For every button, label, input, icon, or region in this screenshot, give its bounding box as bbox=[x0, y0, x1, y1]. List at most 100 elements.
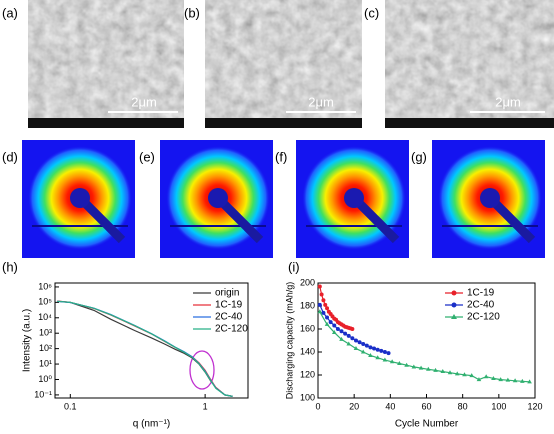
y-axis-label: Discharging capacity (mAh/g) bbox=[284, 282, 294, 400]
marker bbox=[339, 336, 344, 341]
series-line bbox=[57, 300, 233, 397]
marker bbox=[382, 350, 387, 354]
x-tick-label: 60 bbox=[421, 401, 431, 411]
marker bbox=[324, 321, 330, 326]
x-tick-label: 20 bbox=[349, 401, 359, 411]
x-tick-label: 1 bbox=[203, 401, 208, 411]
marker bbox=[360, 349, 366, 354]
saxs-pattern bbox=[22, 140, 135, 258]
marker bbox=[353, 338, 358, 343]
saxs-pattern bbox=[432, 140, 545, 258]
sem-image bbox=[28, 0, 184, 128]
marker bbox=[375, 355, 380, 360]
marker bbox=[375, 347, 380, 352]
marker bbox=[372, 346, 377, 351]
legend-label: 2C-120 bbox=[467, 312, 500, 323]
y-tick-label: 100 bbox=[300, 392, 315, 402]
y-tick-label: 10¹ bbox=[39, 358, 52, 368]
panel-label: (e) bbox=[139, 149, 155, 164]
legend-label: 2C-120 bbox=[215, 324, 248, 335]
x-tick-label: 0 bbox=[315, 401, 320, 411]
marker bbox=[321, 310, 326, 315]
legend-label: 1C-19 bbox=[215, 300, 243, 311]
marker bbox=[350, 336, 355, 341]
marker bbox=[335, 327, 340, 331]
marker bbox=[379, 348, 384, 353]
marker bbox=[346, 333, 351, 338]
panel-label: (g) bbox=[411, 149, 427, 164]
marker bbox=[368, 345, 373, 350]
y-tick-label: 200 bbox=[300, 277, 315, 287]
marker bbox=[454, 371, 460, 376]
marker bbox=[319, 292, 324, 297]
legend-marker bbox=[451, 314, 457, 319]
marker bbox=[462, 372, 467, 377]
marker bbox=[527, 379, 532, 384]
scale-bar-label: 2μm bbox=[131, 94, 157, 109]
marker bbox=[389, 359, 395, 364]
marker bbox=[426, 366, 431, 371]
y-tick-label: 140 bbox=[300, 346, 315, 356]
marker bbox=[317, 309, 323, 314]
marker bbox=[346, 341, 352, 346]
marker bbox=[397, 361, 402, 365]
marker bbox=[339, 329, 344, 334]
x-axis-label: q (nm⁻¹) bbox=[133, 419, 171, 430]
panel-label: (c) bbox=[364, 5, 379, 20]
panel-label: (i) bbox=[288, 259, 300, 274]
annotation-ellipse bbox=[189, 350, 215, 390]
plot-frame bbox=[54, 282, 249, 399]
series-line bbox=[57, 300, 233, 397]
marker bbox=[476, 377, 482, 382]
marker bbox=[325, 315, 330, 320]
scale-bar-label: 2μm bbox=[308, 94, 334, 109]
y-tick-label: 10⁰ bbox=[38, 374, 52, 384]
y-tick-label: 10² bbox=[39, 343, 52, 353]
marker bbox=[328, 320, 333, 325]
y-tick-label: 10⁶ bbox=[38, 281, 52, 291]
marker bbox=[325, 306, 330, 311]
x-tick-label: 40 bbox=[385, 401, 395, 411]
y-tick-label: 180 bbox=[300, 300, 315, 310]
sem-image bbox=[385, 0, 554, 128]
marker bbox=[447, 370, 453, 375]
legend-label: origin bbox=[215, 288, 239, 299]
x-tick-label: 0.1 bbox=[64, 401, 77, 411]
marker bbox=[364, 343, 369, 348]
marker bbox=[331, 329, 337, 334]
sem-image bbox=[205, 0, 362, 128]
saxs-pattern bbox=[296, 140, 409, 258]
legend-marker bbox=[451, 290, 457, 296]
marker bbox=[386, 351, 391, 356]
marker bbox=[418, 365, 424, 370]
x-tick-label: 100 bbox=[491, 401, 506, 411]
marker bbox=[498, 377, 503, 382]
marker bbox=[382, 357, 388, 362]
legend-label: 2C-40 bbox=[215, 312, 243, 323]
panel-label: (a) bbox=[2, 5, 18, 20]
marker bbox=[350, 327, 355, 331]
legend-label: 2C-40 bbox=[467, 300, 495, 311]
marker bbox=[520, 378, 525, 383]
x-tick-label: 80 bbox=[458, 401, 468, 411]
y-axis-label: Intensity (a.u.) bbox=[22, 309, 33, 372]
y-tick-label: 120 bbox=[300, 369, 315, 379]
x-axis-label: Cycle Number bbox=[395, 419, 459, 430]
marker bbox=[321, 298, 326, 303]
y-tick-label: 10³ bbox=[39, 328, 52, 338]
marker bbox=[469, 373, 475, 378]
y-tick-label: 10⁻¹ bbox=[34, 389, 52, 399]
marker bbox=[368, 352, 373, 357]
marker bbox=[433, 367, 438, 372]
marker bbox=[505, 377, 511, 382]
marker bbox=[491, 375, 496, 380]
marker bbox=[323, 302, 328, 307]
y-tick-label: 10⁵ bbox=[38, 297, 52, 307]
y-tick-label: 160 bbox=[300, 323, 315, 333]
y-tick-label: 10⁴ bbox=[38, 312, 52, 322]
marker bbox=[317, 302, 322, 307]
marker bbox=[361, 341, 366, 346]
panel-label: (b) bbox=[184, 5, 200, 20]
series-line bbox=[57, 300, 233, 397]
